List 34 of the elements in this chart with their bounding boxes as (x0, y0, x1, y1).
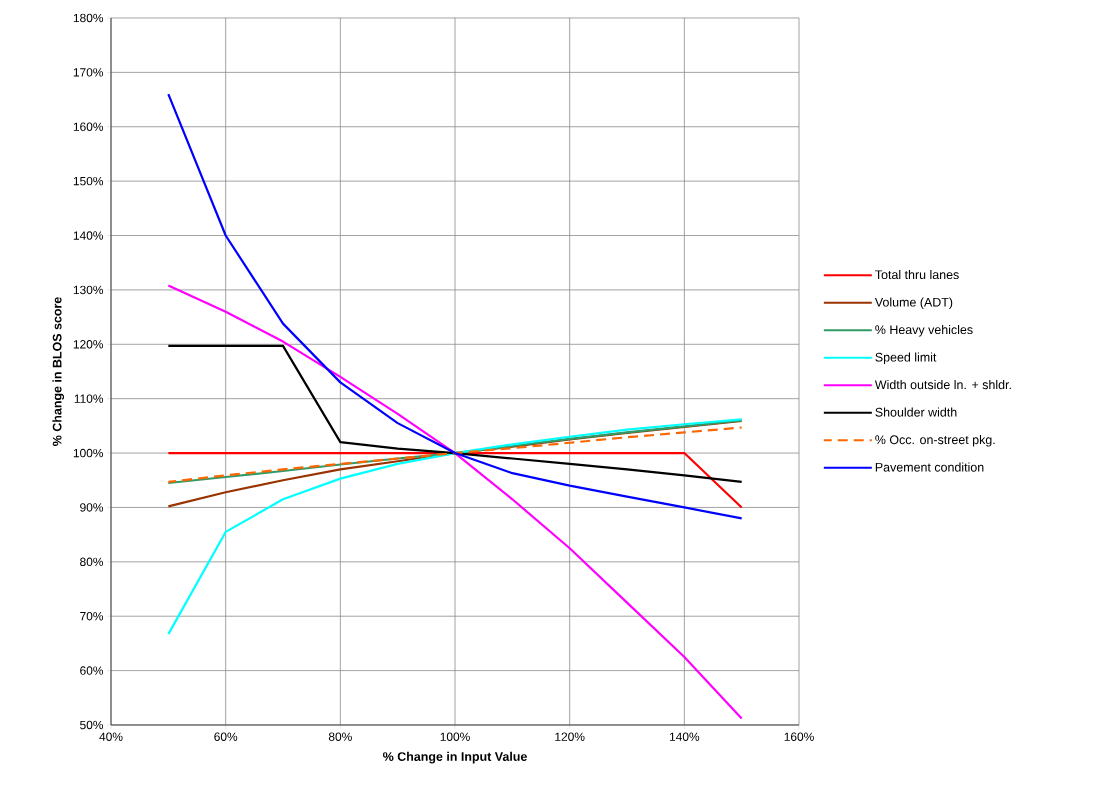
legend-label: Width outside ln. + shldr. (874, 379, 1011, 390)
y-tick-label: 70% (80, 611, 104, 621)
legend-label: Speed limit (875, 352, 937, 365)
y-tick-label: 60% (80, 666, 104, 675)
legend-label: Pavement condition (875, 462, 984, 472)
legend-label: Volume (ADT) (874, 297, 953, 310)
y-tick-label: 150% (73, 176, 104, 186)
x-tick-label: 140% (669, 732, 700, 741)
y-tick-label: 50% (80, 720, 104, 730)
legend-label: % Heavy vehicles (875, 324, 973, 337)
x-tick-label: 60% (214, 732, 238, 741)
legend-label: % Occ. on-street pkg. (875, 434, 995, 447)
y-tick-label: 140% (73, 231, 104, 240)
x-tick-label: 40% (99, 732, 123, 741)
y-tick-label: 170% (73, 68, 104, 77)
y-tick-label: 160% (73, 122, 104, 131)
y-tick-label: 100% (73, 448, 104, 458)
line-series (167, 93, 743, 520)
legend-label: Total thru lanes (875, 269, 959, 280)
y-tick-label: 90% (80, 503, 104, 512)
x-tick-label: 160% (784, 732, 814, 741)
y-tick-label: 120% (73, 340, 104, 349)
y-tick-label: 80% (80, 557, 104, 567)
line-series (167, 418, 743, 636)
y-tick-label: 180% (73, 13, 104, 23)
x-tick-label: 120% (555, 732, 585, 741)
y-tick-label: 130% (73, 285, 104, 295)
x-tick-label: 100% (440, 732, 470, 741)
legend-label: Shoulder width (875, 407, 957, 417)
y-tick-label: 110% (74, 394, 104, 403)
x-tick-label: 80% (328, 732, 352, 741)
x-axis-title: % Change in Input Value (383, 751, 527, 764)
line-series (167, 284, 743, 720)
y-axis-title: % Change in BLOS score (52, 297, 65, 446)
